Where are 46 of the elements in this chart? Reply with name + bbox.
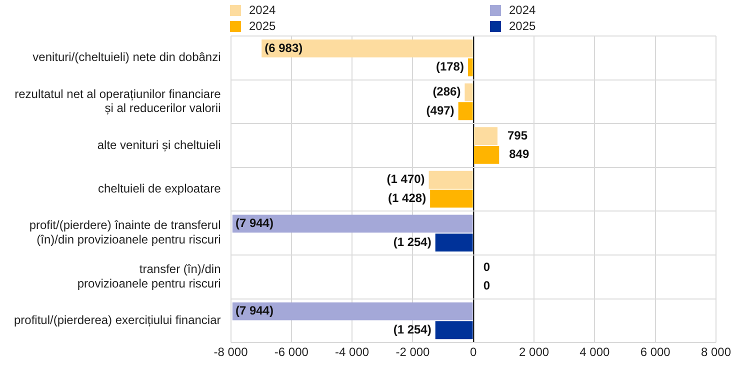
x-tick-label: -6 000 bbox=[274, 345, 309, 360]
x-tick-label: 2 000 bbox=[519, 345, 550, 360]
data-label: (1 428) bbox=[388, 191, 426, 206]
bar bbox=[428, 170, 473, 189]
y-tick-label: transfer (în)/din provizioanele pentru riscuri bbox=[77, 262, 221, 290]
bar bbox=[474, 146, 500, 164]
data-label: 795 bbox=[507, 128, 528, 142]
x-tick-label: 8 000 bbox=[700, 345, 732, 360]
data-label: (1 254) bbox=[393, 234, 432, 249]
data-label: (7 944) bbox=[235, 216, 274, 230]
data-label: (1 470) bbox=[386, 172, 425, 186]
x-tick-label: 6 000 bbox=[640, 345, 671, 360]
bar bbox=[458, 102, 473, 120]
data-label: 0 bbox=[483, 278, 490, 293]
bar bbox=[435, 321, 473, 340]
y-tick-label: venituri/(cheltuieli) nete din dobânzi bbox=[32, 50, 221, 64]
legend-label: 2024 bbox=[509, 3, 536, 17]
data-label: (497) bbox=[426, 103, 454, 118]
y-tick-label: profit/(pierdere) înainte de transferul (în)/din provizioanele pentru riscuri bbox=[29, 218, 221, 247]
y-tick-label: rezultatul net al operațiunilor financiare și al reducerilor valorii bbox=[14, 86, 222, 116]
legend-label: 2024 bbox=[249, 3, 276, 17]
bar bbox=[232, 214, 473, 233]
bar bbox=[430, 190, 473, 208]
x-tick-label: -2 000 bbox=[396, 345, 430, 360]
data-label: (286) bbox=[432, 84, 461, 99]
y-tick-label: alte venituri și cheltuieli bbox=[97, 138, 221, 152]
bar bbox=[464, 83, 473, 102]
x-tick-label: -4 000 bbox=[335, 345, 370, 360]
legend-label: 2025 bbox=[249, 19, 276, 33]
x-tick-label: 4 000 bbox=[580, 345, 610, 360]
bar bbox=[232, 302, 473, 320]
y-tick-label: cheltuieli de exploatare bbox=[98, 182, 222, 196]
data-label: (7 944) bbox=[235, 304, 274, 318]
bar bbox=[474, 127, 498, 146]
data-label: (1 254) bbox=[393, 322, 432, 336]
data-label: 0 bbox=[483, 260, 490, 274]
data-label: 849 bbox=[509, 147, 530, 162]
data-label: (6 983) bbox=[264, 40, 303, 55]
data-label: (178) bbox=[436, 60, 464, 74]
x-tick-label: -8 000 bbox=[214, 345, 248, 360]
y-tick-label: profitul/(pierderea) exercițiului financiar bbox=[14, 313, 221, 328]
legend-label: 2025 bbox=[509, 19, 536, 33]
bar bbox=[262, 40, 473, 58]
x-tick-label: 0 bbox=[470, 345, 478, 360]
bar bbox=[468, 58, 473, 76]
bar bbox=[435, 234, 473, 252]
